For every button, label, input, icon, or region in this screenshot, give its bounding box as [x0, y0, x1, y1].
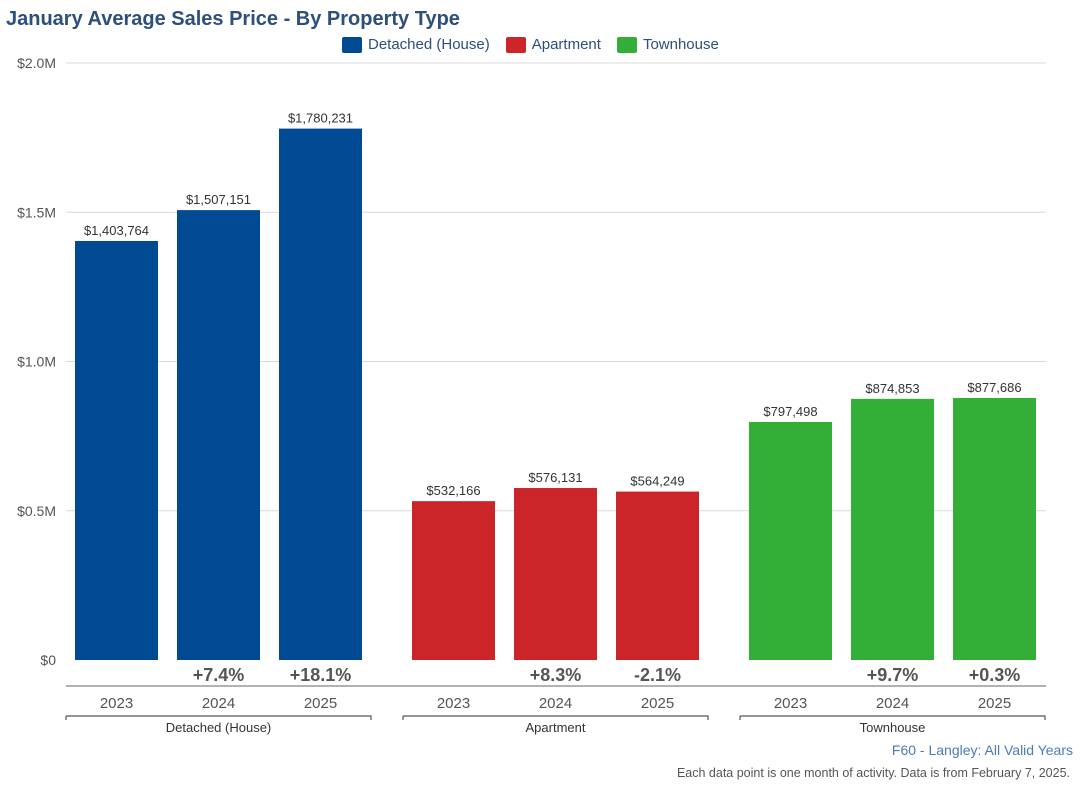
bar[interactable] — [412, 501, 495, 660]
y-tick-label: $1.0M — [17, 354, 56, 370]
y-tick-label: $2.0M — [17, 55, 56, 71]
group-label: Townhouse — [860, 720, 926, 735]
change-label: +9.7% — [867, 665, 919, 685]
legend-label-townhouse: Townhouse — [642, 36, 719, 53]
bar[interactable] — [177, 210, 260, 661]
legend-item-apartment[interactable]: Apartment — [505, 36, 601, 53]
bar[interactable] — [749, 421, 832, 660]
bar-value-label: $797,498 — [763, 404, 817, 419]
y-tick-label: $0.5M — [17, 503, 56, 519]
bar[interactable] — [514, 488, 597, 660]
bar-value-label: $532,166 — [426, 483, 480, 498]
legend-swatch-detached — [342, 36, 362, 53]
legend-label-apartment: Apartment — [531, 36, 601, 53]
group-label: Apartment — [526, 720, 586, 735]
bar[interactable] — [953, 398, 1036, 660]
change-label: +8.3% — [530, 665, 582, 685]
bar[interactable] — [616, 491, 699, 660]
x-tick-label: 2024 — [539, 695, 572, 712]
x-tick-label: 2024 — [876, 695, 909, 712]
bar-value-label: $576,131 — [528, 470, 582, 485]
legend-swatch-townhouse — [616, 36, 637, 53]
bar[interactable] — [279, 128, 362, 660]
chart-title: January Average Sales Price - By Propert… — [6, 8, 460, 30]
legend-item-detached[interactable]: Detached (House) — [342, 36, 490, 53]
change-label: +0.3% — [969, 665, 1021, 685]
change-label: +7.4% — [193, 665, 245, 685]
x-tick-label: 2025 — [641, 695, 674, 712]
bar-value-label: $877,686 — [967, 380, 1021, 395]
bar-value-label: $1,403,764 — [84, 223, 149, 238]
change-label: -2.1% — [634, 665, 681, 685]
bar[interactable] — [75, 240, 158, 660]
legend: Detached (House) Apartment Townhouse — [342, 36, 719, 53]
legend-label-detached: Detached (House) — [368, 36, 490, 53]
x-tick-label: 2025 — [978, 695, 1011, 712]
group-label: Detached (House) — [166, 720, 272, 735]
bar-value-label: $564,249 — [630, 474, 684, 489]
x-tick-label: 2023 — [774, 695, 807, 712]
legend-swatch-apartment — [505, 36, 526, 53]
change-label: +18.1% — [290, 665, 352, 685]
group-bracket — [65, 715, 372, 720]
bar-value-label: $1,780,231 — [288, 111, 353, 126]
y-tick-label: $0 — [40, 652, 56, 668]
group-bracket — [739, 715, 1046, 720]
bar-value-label: $1,507,151 — [186, 192, 251, 207]
x-tick-label: 2023 — [100, 695, 133, 712]
bar-value-label: $874,853 — [865, 381, 919, 396]
legend-item-townhouse[interactable]: Townhouse — [616, 36, 719, 53]
x-tick-label: 2024 — [202, 695, 235, 712]
group-bracket — [402, 715, 709, 720]
y-tick-label: $1.5M — [17, 204, 56, 220]
x-tick-label: 2025 — [304, 695, 337, 712]
bar[interactable] — [851, 398, 934, 660]
source-link[interactable]: F60 - Langley: All Valid Years — [891, 742, 1073, 758]
x-tick-label: 2023 — [437, 695, 470, 712]
footer-note: Each data point is one month of activity… — [676, 766, 1070, 780]
